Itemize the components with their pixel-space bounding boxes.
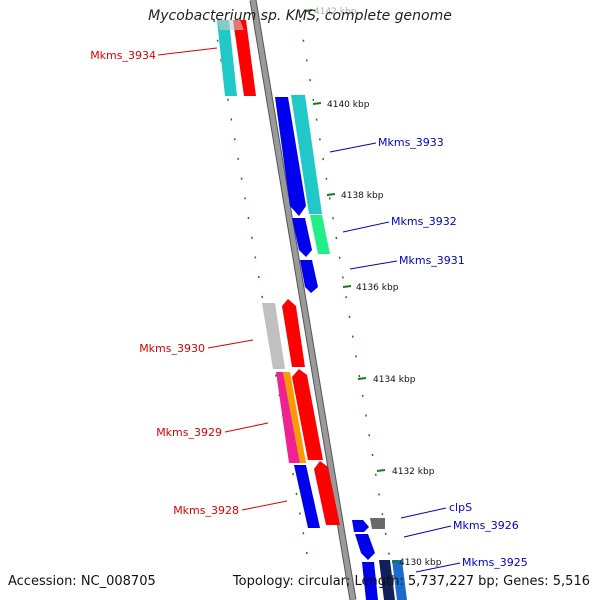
tick-label: 4134 kbp (373, 375, 416, 385)
gene-mkms-3934[interactable] (217, 20, 256, 96)
gene-mkms-3929[interactable] (276, 369, 323, 463)
genome-backbone (249, 0, 357, 600)
map-title: Mycobacterium sp. KMS, complete genome (148, 8, 452, 24)
tick-label: 4130 kbp (399, 558, 442, 568)
tick-4140: 4140 kbp (312, 100, 370, 110)
accession-text: Accession: NC_008705 (8, 574, 156, 589)
tick-label: 4138 kbp (341, 191, 384, 201)
tick-4138: 4138 kbp (326, 191, 384, 201)
gene-mkms-3933[interactable] (275, 95, 322, 216)
gene-label-mkms-3930[interactable]: Mkms_3930 (139, 342, 205, 355)
gene-mkms-3932[interactable] (292, 215, 330, 257)
tick-label: 4142 kbp (314, 7, 357, 17)
gene-label-mkms-3925[interactable]: Mkms_3925 (462, 556, 528, 569)
gene-label-clps[interactable]: clpS (449, 501, 472, 514)
tick-4134: 4134 kbp (357, 375, 416, 385)
genome-summary-text: Topology: circular; Length: 5,737,227 bp… (232, 574, 590, 589)
gene-label-mkms-3931[interactable]: Mkms_3931 (399, 254, 465, 267)
tick-4132: 4132 kbp (376, 467, 435, 477)
gene-label-mkms-3933[interactable]: Mkms_3933 (378, 136, 444, 149)
gene-mkms-3931[interactable] (300, 260, 318, 293)
tick-4142: 4142 kbp (305, 7, 357, 17)
gene-label-mkms-3929[interactable]: Mkms_3929 (156, 426, 222, 439)
gene-mkms-3928[interactable] (294, 461, 340, 528)
gene-mkms-3926[interactable] (355, 534, 375, 560)
tick-label: 4132 kbp (392, 467, 435, 477)
gene-label-mkms-3932[interactable]: Mkms_3932 (391, 215, 457, 228)
tick-label: 4136 kbp (356, 283, 399, 293)
gene-clps[interactable] (352, 518, 385, 532)
tick-4130: 4130 kbp (391, 558, 442, 568)
gene-mkms-3925[interactable] (362, 560, 407, 600)
gene-mkms-3930[interactable] (262, 299, 305, 369)
gene-label-mkms-3926[interactable]: Mkms_3926 (453, 519, 519, 532)
label-leaders (157, 47, 461, 573)
gene-label-mkms-3934[interactable]: Mkms_3934 (90, 49, 156, 62)
gene-label-mkms-3928[interactable]: Mkms_3928 (173, 504, 239, 517)
tick-4136: 4136 kbp (342, 283, 399, 293)
tick-label: 4140 kbp (327, 100, 370, 110)
